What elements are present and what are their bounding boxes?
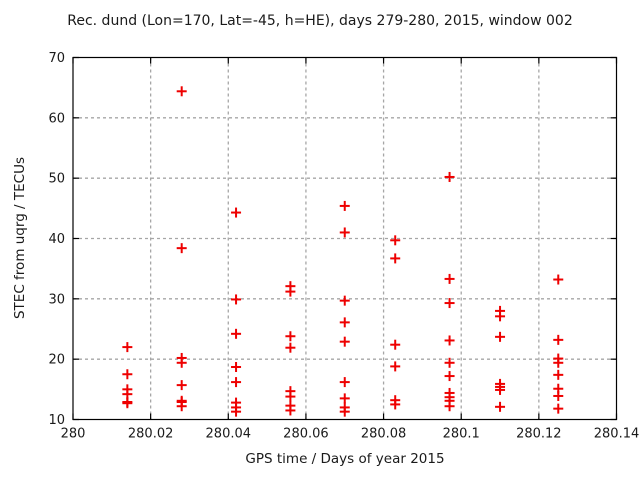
x-tick-label: 280.06	[283, 427, 329, 442]
data-point-marker	[390, 339, 401, 350]
data-point-marker	[339, 200, 350, 211]
y-tick-label: 70	[48, 51, 65, 66]
data-point-marker	[495, 384, 506, 395]
data-point-marker	[285, 405, 296, 416]
x-tick-label: 280.08	[361, 427, 407, 442]
data-point-marker	[231, 406, 242, 417]
data-point-marker	[122, 369, 133, 380]
data-point-marker	[339, 336, 350, 347]
data-point-marker	[176, 357, 187, 368]
data-point-marker	[285, 286, 296, 297]
data-point-marker	[495, 331, 506, 342]
data-point-marker	[444, 298, 455, 309]
data-points	[122, 86, 564, 417]
data-point-marker	[122, 342, 133, 353]
data-point-marker	[390, 361, 401, 372]
y-tick-label: 60	[48, 111, 65, 126]
chart-title: Rec. dund (Lon=170, Lat=-45, h=HE), days…	[67, 13, 573, 29]
x-tick-label: 280.1	[443, 427, 480, 442]
x-tick-label: 280.14	[594, 427, 640, 442]
data-point-marker	[339, 295, 350, 306]
y-axis-label: STEC from uqrg / TECUs	[12, 156, 28, 320]
x-tick-label: 280.12	[516, 427, 562, 442]
y-tick-label: 50	[48, 172, 65, 187]
data-point-marker	[390, 399, 401, 410]
data-point-marker	[231, 294, 242, 305]
data-point-marker	[176, 380, 187, 391]
data-point-marker	[339, 393, 350, 404]
data-point-marker	[553, 274, 564, 285]
data-point-marker	[176, 243, 187, 254]
data-point-marker	[444, 357, 455, 368]
y-tick-label: 40	[48, 232, 65, 247]
data-point-marker	[231, 207, 242, 218]
x-tick-label: 280	[61, 427, 86, 442]
data-point-marker	[339, 377, 350, 388]
data-point-marker	[444, 273, 455, 284]
data-point-marker	[444, 171, 455, 182]
data-point-marker	[285, 331, 296, 342]
data-point-marker	[444, 335, 455, 346]
data-point-marker	[339, 227, 350, 238]
data-point-marker	[176, 401, 187, 412]
data-point-marker	[553, 369, 564, 380]
data-point-marker	[444, 401, 455, 412]
data-point-marker	[339, 317, 350, 328]
data-point-marker	[553, 403, 564, 414]
data-point-marker	[231, 377, 242, 388]
data-point-marker	[231, 328, 242, 339]
data-point-marker	[553, 390, 564, 401]
data-point-marker	[390, 235, 401, 246]
data-point-marker	[390, 253, 401, 264]
y-tick-label: 20	[48, 353, 65, 368]
data-point-marker	[495, 401, 506, 412]
grid-lines	[73, 57, 617, 420]
y-tick-label: 30	[48, 292, 65, 307]
data-point-marker	[285, 342, 296, 353]
x-tick-label: 280.02	[128, 427, 174, 442]
data-point-marker	[553, 334, 564, 345]
data-point-marker	[444, 371, 455, 382]
data-point-marker	[495, 311, 506, 322]
data-point-marker	[553, 357, 564, 368]
y-tick-label: 10	[48, 413, 65, 428]
data-point-marker	[231, 362, 242, 373]
data-point-marker	[176, 86, 187, 97]
data-point-marker	[285, 391, 296, 402]
x-tick-label: 280.04	[206, 427, 252, 442]
x-axis-label: GPS time / Days of year 2015	[245, 451, 445, 467]
axis-ticks: 280 280.02 280.04 280.06 280.08 280.1 280.12 28…	[48, 51, 639, 442]
data-point-marker	[122, 398, 133, 409]
data-point-marker	[339, 406, 350, 417]
